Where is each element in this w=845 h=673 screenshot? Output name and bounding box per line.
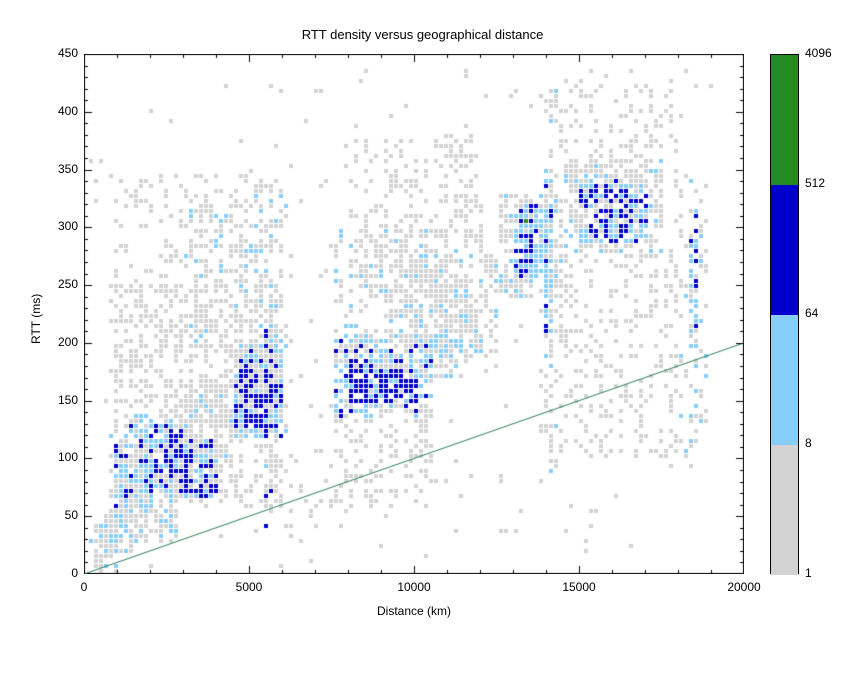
tick-label: 350: [38, 162, 78, 176]
colorbar-label: 64: [805, 306, 818, 320]
colorbar-segment: [771, 185, 798, 315]
tick-label: 250: [38, 277, 78, 291]
colorbar-segment: [771, 315, 798, 445]
colorbar-label: 1: [805, 566, 812, 580]
tick-label: 150: [38, 393, 78, 407]
colorbar-segment: [771, 445, 798, 575]
tick-label: 50: [38, 508, 78, 522]
plot-area: [84, 54, 744, 574]
tick-label: 20000: [714, 580, 774, 594]
tick-label: 15000: [549, 580, 609, 594]
chart-title: RTT density versus geographical distance: [0, 27, 845, 42]
colorbar-label: 4096: [805, 46, 832, 60]
colorbar-label: 512: [805, 176, 825, 190]
tick-label: 0: [38, 566, 78, 580]
tick-label: 0: [54, 580, 114, 594]
tick-label: 100: [38, 450, 78, 464]
tick-label: 200: [38, 335, 78, 349]
colorbar-label: 8: [805, 436, 812, 450]
tick-label: 400: [38, 104, 78, 118]
overlay-canvas: [84, 54, 744, 574]
tick-label: 450: [38, 46, 78, 60]
colorbar: [770, 54, 799, 574]
colorbar-segment: [771, 55, 798, 185]
tick-label: 10000: [384, 580, 444, 594]
tick-label: 5000: [219, 580, 279, 594]
x-axis-label: Distance (km): [84, 604, 744, 618]
tick-label: 300: [38, 219, 78, 233]
